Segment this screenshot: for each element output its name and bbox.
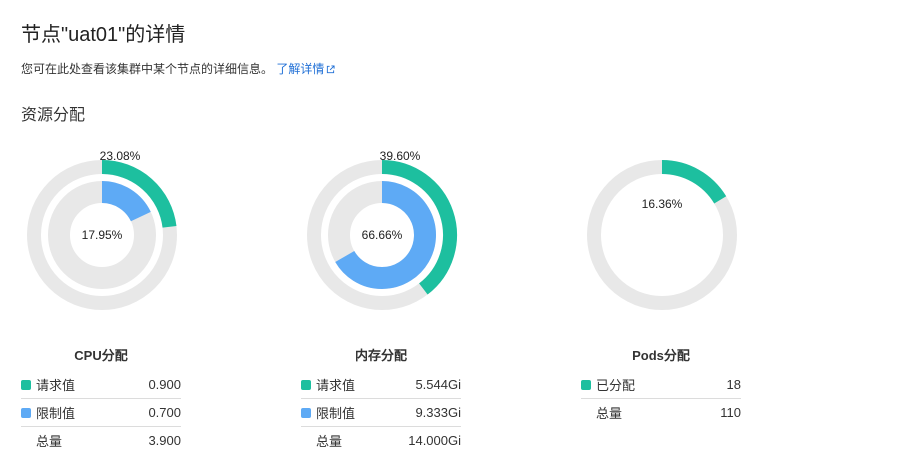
memory-row-limit: 限制值 9.333Gi	[301, 399, 461, 427]
cpu-legend: CPU分配 请求值 0.900 限制值 0.700 总量 3.900	[21, 345, 181, 454]
section-title-resource-allocation: 资源分配	[21, 107, 86, 124]
cpu-chart: 23.08% 17.95%	[12, 140, 192, 310]
pods-row-total: 总量 110	[581, 399, 741, 426]
row-value: 9.333Gi	[415, 405, 461, 420]
row-label: 限制值	[316, 406, 356, 421]
cpu-donut	[27, 160, 177, 310]
row-value: 3.900	[148, 433, 181, 448]
pods-legend-title: Pods分配	[632, 348, 690, 363]
cpu-row-total: 总量 3.900	[21, 427, 181, 454]
memory-row-requested: 请求值 5.544Gi	[301, 371, 461, 399]
pods-outer-arc	[661, 160, 727, 204]
memory-legend-title: 内存分配	[354, 348, 407, 363]
row-value: 0.700	[148, 405, 181, 420]
description-text: 您可在此处查看该集群中某个节点的详细信息。	[21, 62, 274, 76]
cpu-inner-arc	[101, 181, 151, 222]
cpu-row-limit: 限制值 0.700	[21, 399, 181, 427]
limit-swatch	[21, 407, 31, 418]
requested-swatch	[21, 379, 31, 390]
cpu-inner-percent: 17.95%	[81, 228, 123, 242]
pods-row-allocated: 已分配 18	[581, 371, 741, 399]
pods-percent: 16.36%	[641, 197, 683, 211]
requested-swatch	[301, 379, 311, 390]
learn-more-link[interactable]: 了解详情	[276, 62, 335, 76]
memory-inner-percent: 66.66%	[361, 228, 403, 242]
row-label: 请求值	[36, 378, 76, 393]
page-title: 节点"uat01"的详情	[21, 24, 186, 46]
cpu-outer-percent: 23.08%	[99, 149, 141, 163]
row-value: 18	[726, 377, 741, 392]
limit-swatch	[301, 407, 311, 418]
cpu-legend-title: CPU分配	[74, 348, 128, 363]
allocated-swatch	[581, 379, 591, 390]
page-description: 您可在此处查看该集群中某个节点的详细信息。 了解详情	[21, 60, 335, 77]
cpu-row-requested: 请求值 0.900	[21, 371, 181, 399]
learn-more-label: 了解详情	[276, 62, 325, 76]
row-label: 请求值	[316, 378, 356, 393]
row-value: 14.000Gi	[408, 433, 461, 448]
external-link-icon	[327, 65, 335, 74]
cpu-outer-arc	[101, 160, 177, 228]
memory-outer-arc	[381, 160, 457, 295]
pods-donut	[587, 160, 737, 310]
row-label: 已分配	[596, 378, 636, 393]
memory-inner-arc	[335, 181, 436, 289]
row-label: 总量	[596, 406, 623, 421]
memory-donut	[307, 160, 457, 310]
memory-row-total: 总量 14.000Gi	[301, 427, 461, 454]
pods-chart: 16.36%	[572, 140, 752, 310]
pods-legend: Pods分配 已分配 18 总量 110	[581, 345, 741, 426]
row-label: 限制值	[36, 406, 76, 421]
row-value: 0.900	[148, 377, 181, 392]
memory-chart: 39.60% 66.66%	[292, 140, 472, 310]
memory-legend: 内存分配 请求值 5.544Gi 限制值 9.333Gi 总量 14.000Gi	[301, 345, 461, 454]
row-label: 总量	[36, 434, 63, 449]
row-label: 总量	[316, 434, 343, 449]
memory-outer-percent: 39.60%	[379, 149, 421, 163]
row-value: 5.544Gi	[415, 377, 461, 392]
row-value: 110	[720, 405, 741, 420]
